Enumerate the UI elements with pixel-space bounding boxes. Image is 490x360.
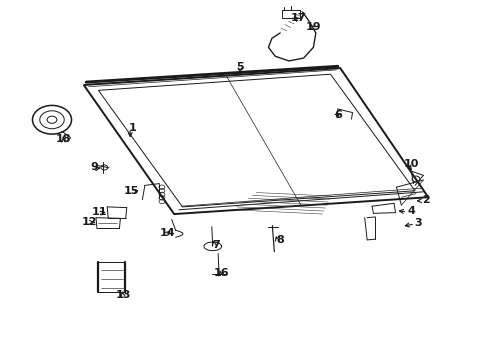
Text: 15: 15	[124, 186, 139, 196]
Bar	[282, 10, 300, 18]
Text: 5: 5	[236, 62, 244, 72]
Text: 12: 12	[82, 217, 98, 227]
Text: 2: 2	[422, 195, 430, 205]
Text: 13: 13	[116, 290, 131, 300]
Text: 19: 19	[306, 22, 321, 32]
Text: 18: 18	[55, 134, 71, 144]
Text: 16: 16	[214, 268, 229, 278]
Text: 6: 6	[334, 111, 342, 121]
Text: 17: 17	[291, 13, 307, 23]
Text: 10: 10	[403, 159, 419, 169]
Text: 8: 8	[276, 235, 284, 245]
Text: 4: 4	[407, 206, 415, 216]
Text: 14: 14	[160, 228, 175, 238]
Text: 3: 3	[415, 218, 422, 228]
Text: 11: 11	[92, 207, 107, 217]
Text: 9: 9	[91, 162, 98, 172]
Text: 1: 1	[129, 123, 137, 133]
Text: 7: 7	[212, 239, 220, 249]
